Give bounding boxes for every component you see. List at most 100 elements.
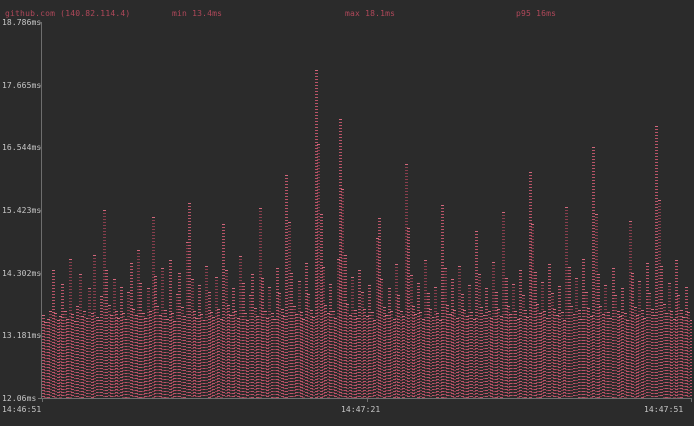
latency-sample [614, 294, 618, 398]
latency-sample-peak [61, 283, 65, 285]
latency-sample-peak [265, 317, 269, 319]
latency-sample-peak [533, 271, 537, 273]
latency-sample-peak [163, 309, 167, 311]
latency-sample [409, 275, 413, 398]
latency-sample [482, 314, 486, 398]
latency-sample-peak [494, 292, 498, 294]
latency-sample [601, 313, 605, 398]
latency-sample-peak [650, 308, 654, 310]
latency-sample-peak [107, 305, 111, 307]
latency-sample [356, 317, 360, 398]
latency-sample [236, 318, 240, 398]
latency-sample [190, 279, 194, 398]
latency-sample-peak [375, 238, 379, 240]
latency-sample-peak [197, 285, 201, 287]
latency-sample [657, 200, 661, 398]
latency-sample-peak [458, 266, 462, 268]
latency-sample [80, 316, 84, 398]
latency-sample [360, 291, 364, 398]
latency-sample [334, 318, 338, 398]
latency-sample [107, 305, 111, 398]
latency-sample [265, 317, 269, 398]
latency-sample-peak [555, 315, 559, 317]
latency-sample-peak [136, 250, 140, 252]
latency-sample-peak [78, 273, 82, 275]
latency-sample-peak [609, 318, 613, 320]
latency-sample [97, 319, 101, 398]
latency-plot [42, 22, 692, 398]
latency-sample [173, 320, 177, 398]
x-axis-tick-mark [691, 399, 692, 402]
y-axis-line [41, 22, 42, 398]
latency-sample-peak [377, 217, 381, 219]
latency-sample-peak [370, 312, 374, 314]
latency-sample-peak [275, 268, 279, 270]
latency-sample-peak [599, 306, 603, 308]
latency-sample [331, 310, 335, 398]
latency-sample [558, 286, 562, 398]
latency-sample [621, 288, 625, 398]
latency-sample [115, 310, 119, 398]
latency-sample [175, 294, 179, 398]
latency-sample [526, 316, 530, 398]
latency-sample [446, 305, 450, 398]
latency-sample-peak [521, 295, 525, 297]
x-axis-tick-label: 14:47:51 [644, 405, 684, 414]
latency-sample-peak [110, 314, 114, 316]
latency-sample [263, 310, 267, 398]
latency-sample-peak [360, 291, 364, 293]
y-axis-tick-mark [38, 210, 41, 211]
latency-sample-peak [550, 293, 554, 295]
latency-sample [202, 319, 206, 398]
latency-sample [387, 288, 391, 398]
latency-sample [239, 256, 243, 398]
latency-sample-peak [321, 267, 325, 269]
latency-sample [450, 279, 454, 398]
latency-sample-peak [258, 208, 262, 210]
latency-sample-peak [166, 318, 170, 320]
latency-sample-peak [433, 286, 437, 288]
latency-sample-peak [409, 275, 413, 276]
latency-sample [244, 313, 248, 398]
latency-sample-peak [224, 269, 228, 271]
latency-sample [665, 313, 669, 398]
y-axis-tick-label: 16.544ms [2, 143, 42, 153]
latency-sample-peak [623, 313, 627, 315]
latency-sample [227, 305, 231, 398]
latency-sample-peak [239, 256, 243, 257]
latency-sample [151, 216, 155, 398]
latency-sample-peak [653, 315, 657, 317]
latency-sample-peak [363, 308, 367, 310]
latency-sample-peak [268, 286, 272, 288]
latency-sample-peak [670, 311, 674, 313]
latency-sample [489, 318, 493, 398]
latency-sample [426, 292, 430, 398]
latency-sample-peak [54, 313, 58, 315]
latency-sample [146, 288, 150, 398]
latency-sample-peak [562, 319, 566, 321]
latency-sample-peak [519, 269, 523, 271]
latency-sample-peak [236, 318, 240, 320]
latency-sample [110, 314, 114, 398]
latency-sample [667, 282, 671, 398]
latency-sample-peak [42, 314, 45, 316]
latency-sample [394, 264, 398, 398]
latency-sample [370, 312, 374, 398]
latency-sample [497, 308, 501, 398]
latency-sample-peak [59, 316, 63, 318]
latency-sample-peak [253, 307, 257, 309]
latency-sample-peak [297, 281, 301, 283]
latency-sample-peak [487, 310, 491, 312]
latency-sample [163, 309, 167, 398]
latency-sample-peak [580, 318, 583, 320]
latency-sample [256, 315, 260, 398]
latency-sample-peak [485, 288, 489, 290]
latency-sample-peak [273, 319, 277, 321]
latency-sample [59, 316, 63, 398]
latency-sample-peak [217, 308, 221, 310]
latency-sample-peak [407, 228, 411, 230]
latency-sample [217, 308, 221, 398]
latency-sample-peak [205, 266, 209, 268]
latency-sample-peak [304, 262, 308, 264]
latency-sample-peak [173, 320, 177, 322]
